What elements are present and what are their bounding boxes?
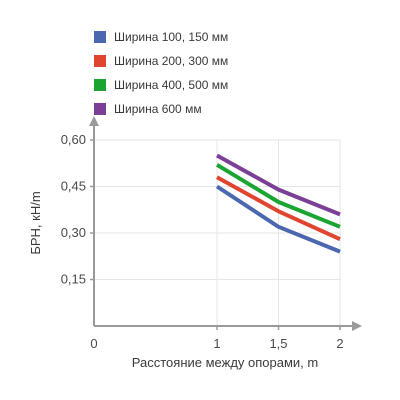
series-line (216, 153, 341, 217)
legend-item: Ширина 600 мм (94, 97, 228, 121)
series-line (215, 163, 341, 229)
x-tick-label: 0 (90, 336, 97, 351)
x-tick-label: 1 (213, 336, 220, 351)
grid (94, 139, 341, 326)
legend-swatch (94, 31, 106, 43)
x-axis-arrow (352, 321, 362, 331)
y-axis-arrow (89, 116, 99, 126)
x-tick-label: 2 (336, 336, 343, 351)
y-tick-label: 0,30 (61, 225, 86, 240)
y-axis-title: БРН, кН/m (28, 191, 43, 254)
series-line (216, 175, 341, 242)
legend-item: Ширина 200, 300 мм (94, 49, 228, 73)
legend-label: Ширина 400, 500 мм (114, 78, 229, 92)
x-tick-label: 1,5 (269, 336, 287, 351)
legend-item: Ширина 400, 500 мм (94, 73, 228, 97)
legend-swatch (94, 55, 106, 67)
legend-label: Ширина 200, 300 мм (114, 54, 229, 68)
legend-label: Ширина 100, 150 мм (114, 30, 229, 44)
legend-label: Ширина 600 мм (114, 102, 202, 116)
legend: Ширина 100, 150 мм Ширина 200, 300 мм Ши… (94, 25, 228, 121)
y-tick-label: 0,45 (61, 179, 86, 194)
legend-item: Ширина 100, 150 мм (94, 25, 228, 49)
x-axis-title: Расстояние между опорами, m (132, 355, 318, 370)
y-tick-label: 0,60 (61, 132, 86, 147)
tick-labels: 0,15 0,30 0,45 0,60 0 1 1,5 2 (61, 132, 344, 351)
series-line (215, 184, 341, 254)
y-tick-label: 0,15 (61, 272, 86, 287)
series-group (215, 153, 341, 254)
legend-swatch (94, 79, 106, 91)
legend-swatch (94, 103, 106, 115)
axes (89, 116, 362, 331)
